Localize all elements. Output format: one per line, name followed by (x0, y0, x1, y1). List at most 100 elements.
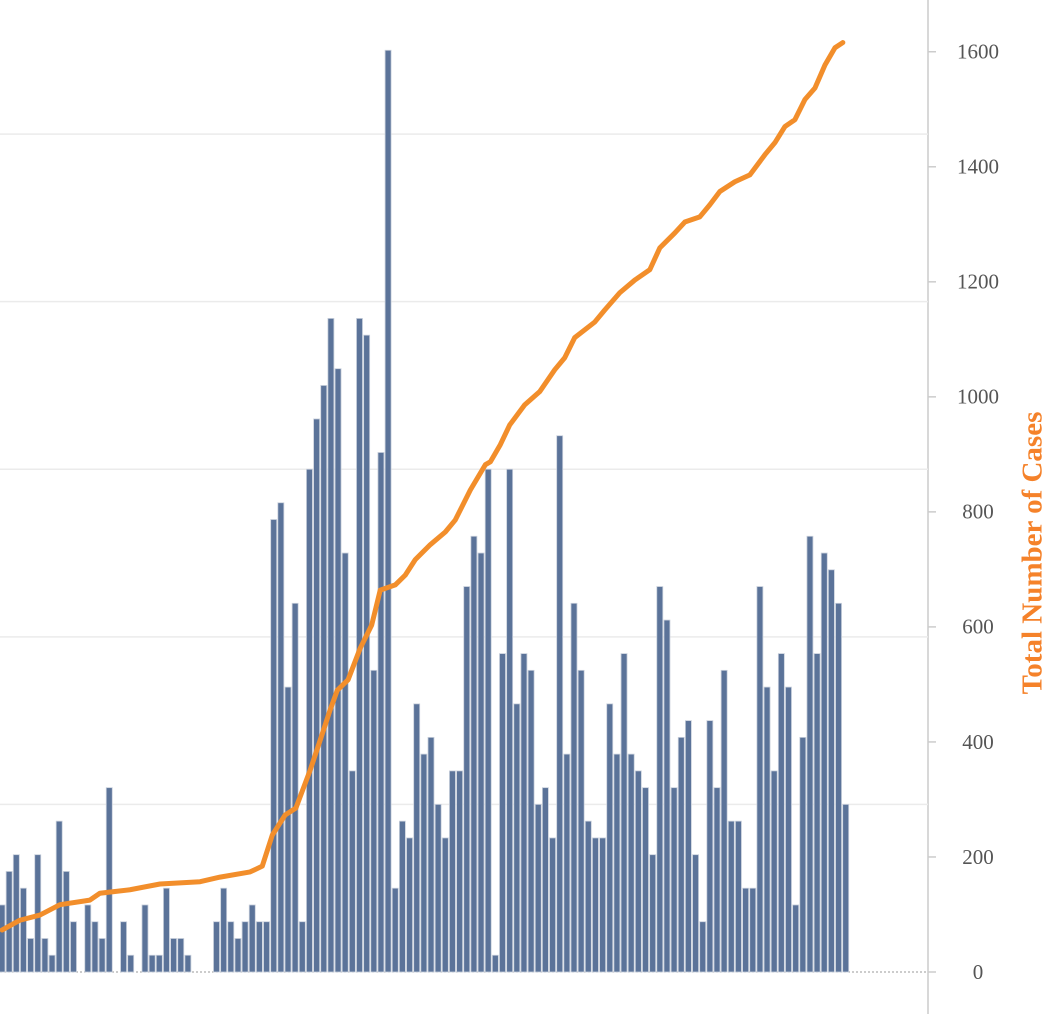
bar (434, 804, 442, 973)
bar (248, 904, 256, 973)
bar (306, 468, 313, 973)
bar (777, 653, 785, 973)
bar (263, 921, 270, 973)
bar (163, 887, 170, 973)
bar (785, 686, 792, 973)
bar (634, 770, 642, 973)
bar (770, 770, 778, 973)
bar (327, 318, 335, 973)
bar (234, 938, 242, 973)
bar (556, 435, 564, 973)
bar (420, 753, 428, 973)
bar (391, 887, 399, 973)
bar (742, 887, 749, 973)
y2-tick-label: 600 (962, 615, 994, 639)
bar (284, 686, 292, 973)
bar (828, 569, 835, 973)
bar (334, 368, 342, 973)
bar (456, 770, 464, 973)
bar (620, 653, 628, 973)
bar (5, 871, 13, 973)
bar (813, 653, 821, 973)
bar (277, 502, 285, 973)
bar (513, 703, 521, 973)
bar (520, 653, 528, 973)
bar (148, 954, 156, 973)
y2-tick-label: 800 (962, 500, 994, 524)
bar (506, 468, 514, 973)
bar (542, 787, 549, 973)
bar (20, 887, 27, 973)
bar (27, 938, 35, 973)
bar (84, 904, 92, 973)
bar (48, 954, 56, 973)
bar (584, 820, 592, 973)
bar (613, 753, 621, 973)
bar (270, 519, 278, 973)
bar (577, 669, 585, 973)
bar (91, 921, 99, 973)
bar (463, 586, 471, 973)
y2-axis-title: Total Number of Cases (1017, 412, 1049, 695)
cumulative-line (0, 40, 846, 933)
bar (663, 619, 671, 973)
bar (141, 904, 149, 973)
bar (820, 552, 828, 973)
bar (62, 871, 70, 973)
bar (835, 602, 842, 973)
bar (677, 736, 685, 973)
bar (842, 804, 850, 973)
bar (255, 921, 263, 973)
bar (656, 586, 664, 973)
bar (55, 820, 63, 973)
bar (220, 887, 228, 973)
bar (806, 535, 814, 973)
bar (370, 669, 378, 973)
bar (291, 602, 299, 973)
bar (363, 334, 371, 973)
bar (427, 736, 435, 973)
bar (298, 921, 306, 973)
bar (413, 703, 421, 973)
bar (313, 418, 321, 973)
bar (105, 787, 113, 973)
bar (0, 904, 6, 973)
bar (713, 787, 721, 973)
bar (348, 770, 356, 973)
bar (227, 921, 235, 973)
bar (384, 49, 392, 973)
bar (127, 954, 135, 973)
bar (627, 753, 635, 973)
bar (792, 904, 800, 973)
bar (549, 837, 556, 973)
bar (692, 854, 699, 973)
bar (699, 921, 707, 973)
y2-tick-label: 400 (962, 730, 994, 754)
bar (70, 921, 77, 973)
bar (406, 837, 413, 973)
bar (155, 954, 163, 973)
bar (12, 854, 20, 973)
bar (341, 552, 349, 973)
bar (534, 804, 542, 973)
bar (599, 837, 606, 973)
bar (499, 653, 506, 973)
bar (213, 921, 220, 973)
bar (98, 938, 106, 973)
bar (484, 468, 492, 973)
bar (398, 820, 406, 973)
bar (120, 921, 127, 973)
bar (606, 703, 614, 973)
bar (720, 669, 728, 973)
bar (491, 954, 499, 973)
y2-tick-label: 1400 (957, 155, 999, 179)
bar (563, 753, 571, 973)
bar (735, 820, 742, 973)
bar (799, 736, 807, 973)
bar (570, 602, 578, 973)
bar (706, 720, 714, 973)
bar (756, 586, 764, 973)
bar (41, 938, 49, 973)
bar (642, 787, 649, 973)
